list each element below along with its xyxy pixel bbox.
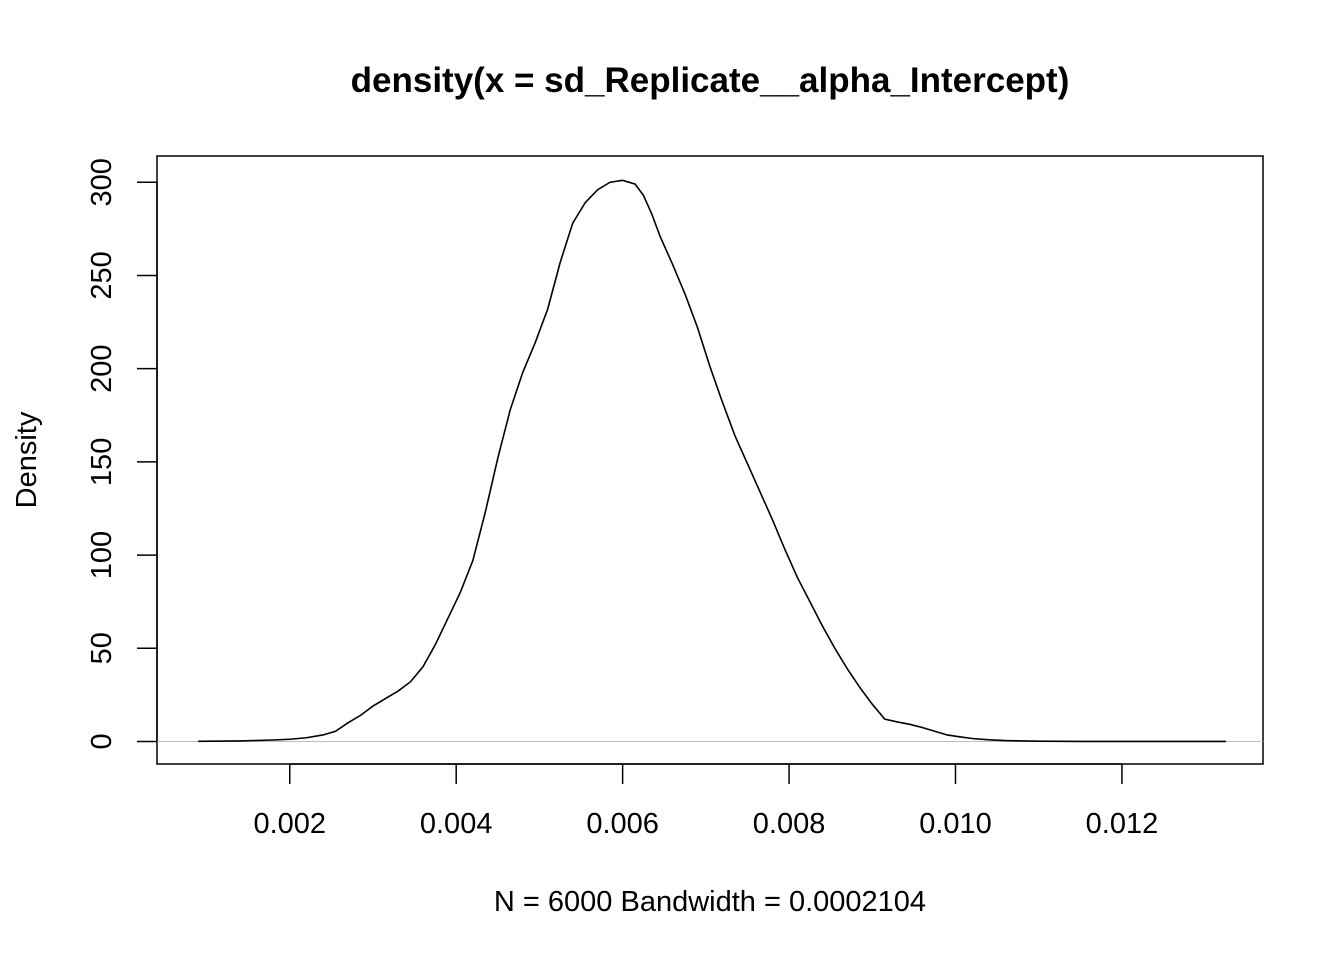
y-axis: 0 50 100 150 200 250 300 <box>86 158 158 750</box>
y-tick-label: 50 <box>86 632 118 664</box>
x-tick-label: 0.010 <box>919 808 992 840</box>
plot-frame <box>156 155 1264 765</box>
y-tick-label: 150 <box>86 438 118 486</box>
x-axis: 0.002 0.004 0.006 0.008 0.010 0.012 <box>253 763 1159 840</box>
y-tick-label: 200 <box>86 344 118 392</box>
x-axis-label: N = 6000 Bandwidth = 0.0002104 <box>494 886 926 918</box>
x-tick-label: 0.006 <box>586 808 659 840</box>
x-tick-label: 0.004 <box>420 808 493 840</box>
y-tick-label: 0 <box>86 733 118 749</box>
y-tick-label: 100 <box>86 531 118 579</box>
x-tick-label: 0.012 <box>1086 808 1159 840</box>
y-tick-label: 300 <box>86 158 118 206</box>
plot-area <box>156 155 1264 765</box>
y-tick-label: 250 <box>86 251 118 299</box>
chart-title: density(x = sd_Replicate__alpha_Intercep… <box>351 61 1070 100</box>
density-curve <box>198 179 1226 743</box>
y-axis-label: Density <box>11 411 43 508</box>
x-tick-label: 0.002 <box>253 808 326 840</box>
x-tick-label: 0.008 <box>753 808 826 840</box>
